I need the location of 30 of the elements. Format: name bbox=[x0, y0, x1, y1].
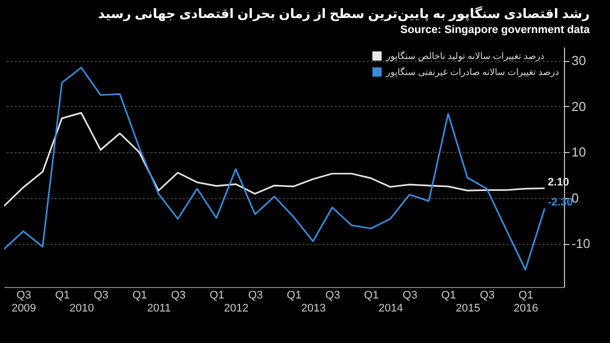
x-tick-label: Q3 bbox=[480, 290, 495, 302]
x-tick-label: Q3 bbox=[94, 290, 108, 302]
line-series bbox=[4, 112, 546, 207]
x-tick-label: Q3 bbox=[248, 290, 263, 302]
x-tick-label: Q3 bbox=[402, 290, 418, 302]
x-tick-label: Q3 bbox=[325, 290, 340, 302]
x-tick-label: 2011 bbox=[147, 302, 171, 314]
y-tick-label: -10 bbox=[572, 236, 590, 252]
chart-title: رشد اقتصادی سنگاپور به پایین‌ترین سطح از زمان بحران اقتصادی جهانی رسید bbox=[98, 6, 590, 22]
source-note: Source: Singapore government data bbox=[400, 24, 591, 36]
x-tick-label: Q1 bbox=[132, 290, 148, 302]
x-tick-label: Q1 bbox=[441, 290, 456, 302]
x-tick-label: 2012 bbox=[224, 302, 248, 314]
x-tick-label: 2015 bbox=[456, 302, 480, 314]
x-tick-label: Q1 bbox=[55, 290, 70, 302]
y-tick-label: 30 bbox=[572, 53, 586, 68]
x-tick-label: Q1 bbox=[286, 290, 302, 302]
legend-label: درصد تغییرات سالانه تولید ناخالص سنگاپور bbox=[385, 50, 544, 62]
x-tick-label: Q1 2016 bbox=[514, 290, 538, 314]
y-tick-label: 20 bbox=[572, 98, 586, 114]
y-tick-label: 10 bbox=[572, 144, 586, 160]
x-tick-label: Q1 bbox=[364, 290, 379, 302]
x-tick-label: Q3 bbox=[170, 290, 186, 302]
x-tick-label: Q3 2009 bbox=[12, 290, 36, 314]
legend-label: درصد تغییرات سالانه صادرات غیرنفتی سنگاپور bbox=[385, 66, 560, 78]
x-tick-label: 2010 bbox=[70, 302, 94, 314]
y-tick-label: 0 bbox=[572, 190, 579, 206]
x-tick-label: 2014 bbox=[378, 302, 403, 314]
x-tick-label: Q1 bbox=[210, 290, 224, 302]
x-tick-label: 2013 bbox=[301, 302, 326, 314]
